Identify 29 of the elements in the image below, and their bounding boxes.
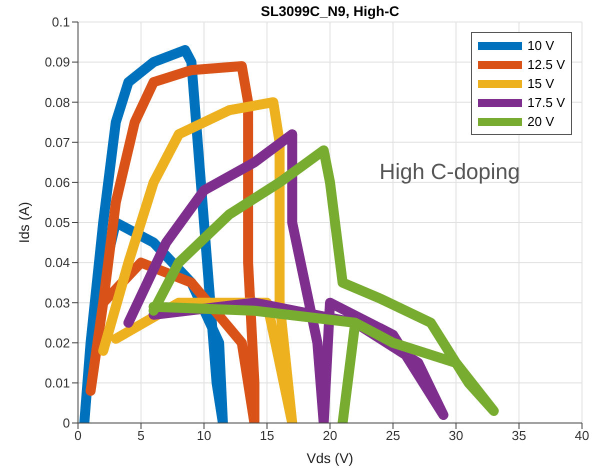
y-tick-label: 0.1: [52, 14, 70, 30]
chart-title: SL3099C_N9, High-C: [260, 3, 400, 19]
legend-label: 12.5 V: [526, 56, 565, 74]
legend-label: 17.5 V: [526, 94, 565, 112]
legend-label: 20 V: [526, 113, 556, 131]
legend-label: 15 V: [526, 75, 556, 93]
legend-label: 10 V: [526, 37, 556, 55]
x-tick-label: 20: [322, 428, 338, 444]
y-tick-label: 0.02: [44, 335, 70, 350]
y-tick-label: 0.01: [44, 376, 70, 391]
x-tick-label: 30: [448, 428, 464, 444]
y-tick-label: 0.08: [44, 94, 70, 110]
y-tick-label: 0: [62, 416, 70, 431]
y-tick-label: 0.05: [44, 215, 70, 230]
x-axis-title: Vds (V): [306, 450, 354, 466]
y-tick-label: 0.09: [44, 54, 70, 70]
x-tick-label: 15: [260, 428, 274, 444]
y-tick-label: 0.07: [44, 134, 70, 150]
x-tick-label: 5: [137, 428, 145, 444]
y-axis-title: Ids (A): [16, 202, 32, 244]
annotation: High C-doping: [379, 159, 520, 186]
x-tick-label: 25: [386, 428, 400, 444]
y-tick-label: 0.06: [44, 175, 70, 190]
x-tick-label: 0: [74, 428, 82, 444]
x-tick-label: 10: [196, 428, 212, 444]
x-tick-label: 40: [574, 428, 590, 444]
y-tick-label: 0.03: [44, 295, 70, 310]
x-tick-label: 35: [512, 428, 526, 444]
y-tick-label: 0.04: [44, 255, 70, 270]
